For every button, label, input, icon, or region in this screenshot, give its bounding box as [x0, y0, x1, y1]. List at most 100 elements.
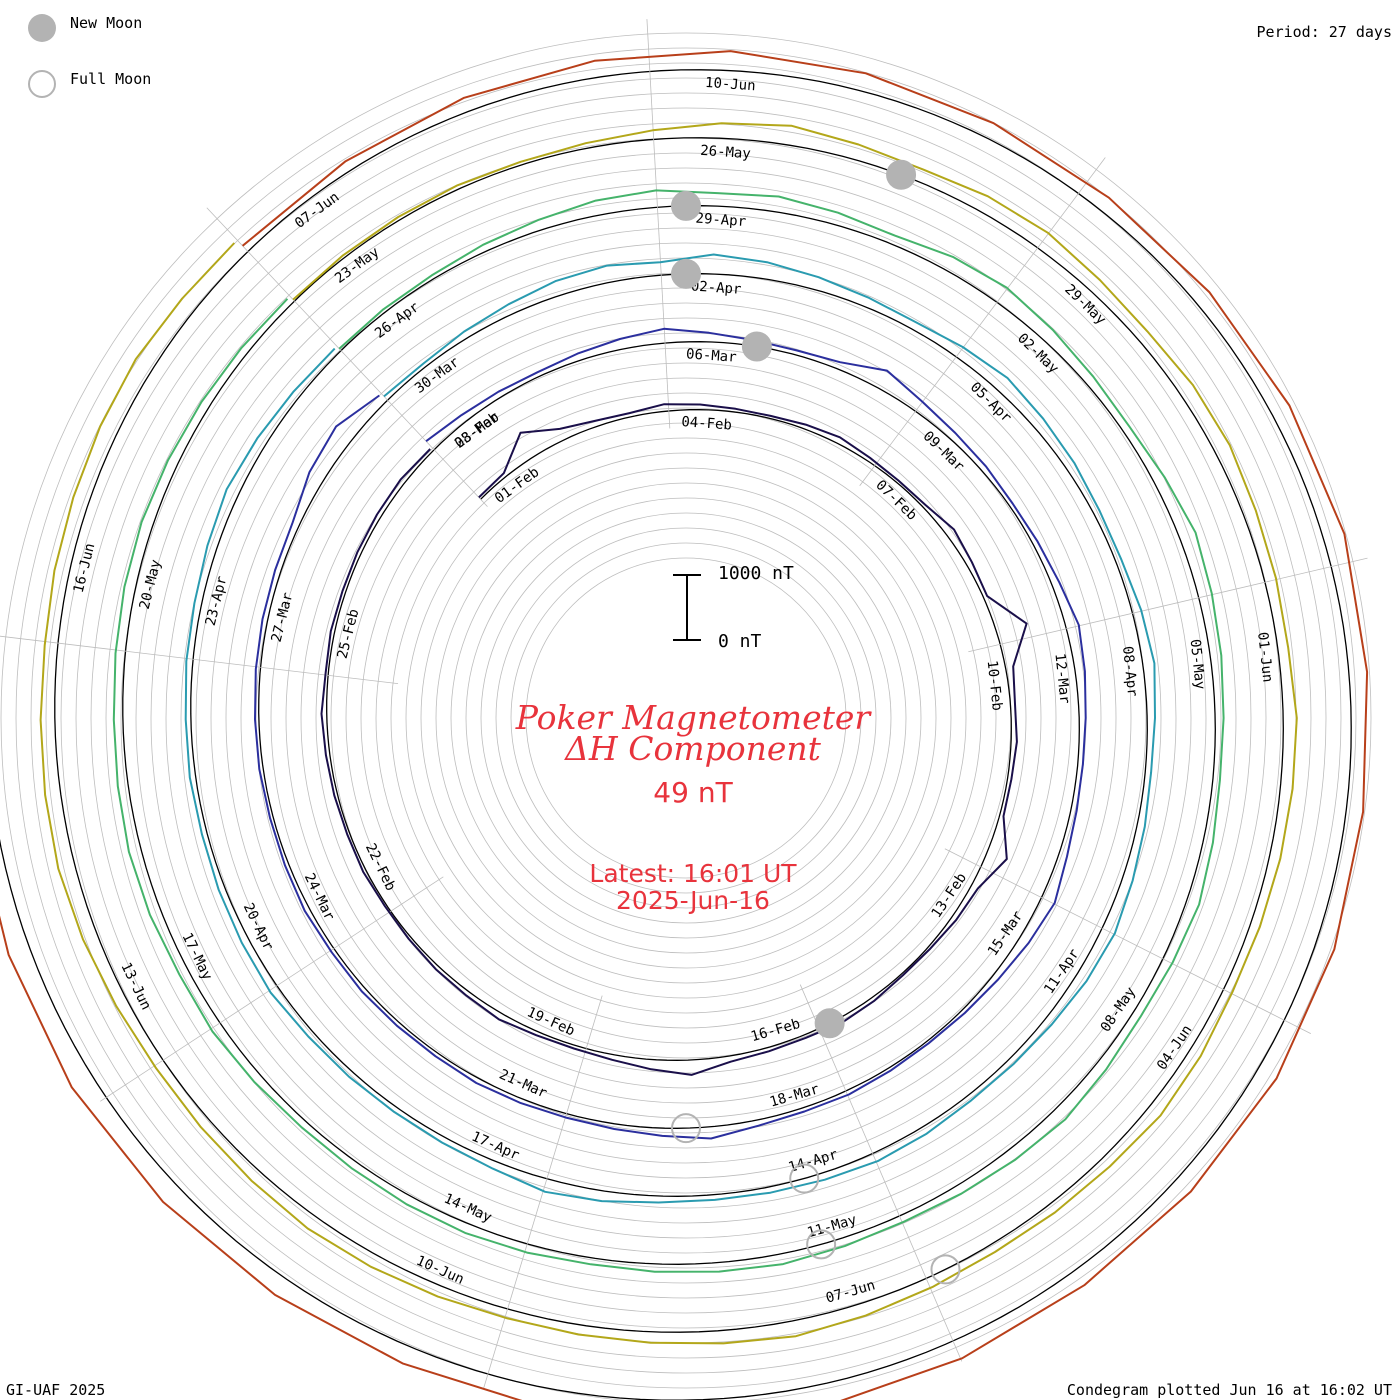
- grid-ring: [480, 512, 892, 924]
- date-tick-label: 13-Jun: [117, 960, 154, 1012]
- grid-ring: [195, 227, 1177, 1209]
- baseline-spiral: [0, 69, 1352, 1400]
- date-tick-label: 30-Mar: [412, 354, 462, 397]
- date-tick-label: 06-Mar: [686, 346, 738, 365]
- grid-ring: [345, 377, 1027, 1059]
- date-tick-label: 11-Apr: [1041, 946, 1083, 997]
- date-tick-label: 15-Mar: [985, 908, 1027, 959]
- latest-date: 2025-Jun-16: [616, 886, 770, 915]
- full-moon-label: Full Moon: [70, 70, 152, 88]
- date-tick-label: 29-Apr: [695, 211, 747, 230]
- grid-ring: [525, 557, 847, 879]
- date-tick-label: 23-May: [332, 244, 382, 287]
- date-tick-label: 04-Feb: [681, 414, 733, 433]
- grid-ring: [420, 452, 952, 984]
- new-moon-marker: [886, 159, 917, 190]
- grid-ring: [30, 62, 1342, 1374]
- data-series: [0, 50, 1369, 1400]
- grid-ring: [135, 167, 1237, 1269]
- radial-spoke: [859, 157, 1106, 487]
- date-tick-label: 01-Jun: [1254, 631, 1275, 683]
- chart-subtitle: ΔH Component: [565, 729, 821, 768]
- radial-spoke: [0, 635, 399, 685]
- date-tick-label: 07-Jun: [292, 189, 342, 232]
- date-tick-label: 17-May: [179, 930, 216, 982]
- series-line: [112, 189, 1225, 1273]
- grid-ring: [375, 407, 997, 1029]
- series-line: [320, 403, 1028, 1076]
- moon-markers: [671, 159, 961, 1285]
- scale-bar: [673, 574, 701, 641]
- grid-ring: [270, 302, 1102, 1134]
- grid-ring: [90, 122, 1282, 1314]
- full-moon-marker: [806, 1229, 837, 1260]
- grid-ring: [405, 437, 967, 999]
- radial-spoke: [646, 19, 671, 429]
- series-line: [39, 122, 1298, 1345]
- date-tick-label: 10-Jun: [705, 75, 757, 94]
- grid-ring: [210, 242, 1162, 1194]
- grid-ring: [330, 362, 1042, 1074]
- scale-bottom-label: 0 nT: [718, 631, 762, 652]
- radial-spoke: [944, 848, 1311, 1034]
- grid-ring: [45, 77, 1327, 1359]
- radial-spoke: [799, 984, 963, 1362]
- new-moon-marker: [814, 1008, 845, 1039]
- full-moon-marker: [930, 1254, 961, 1285]
- date-tick-label: 08-Apr: [1119, 645, 1140, 697]
- grid-ring: [465, 497, 907, 939]
- date-tick-label: 02-Apr: [690, 278, 742, 297]
- full-moon-icon: [28, 70, 56, 98]
- grid-ring: [120, 152, 1252, 1284]
- date-tick-label: 26-Apr: [372, 299, 422, 342]
- new-moon-label: New Moon: [70, 14, 143, 32]
- scale-top-label: 1000 nT: [718, 563, 794, 584]
- date-tick-label: 10-Jun: [414, 1253, 467, 1288]
- grid-ring: [315, 347, 1057, 1089]
- radial-spoke: [100, 876, 444, 1102]
- grid-ring: [15, 47, 1357, 1389]
- grid-ring: [435, 467, 937, 969]
- current-value: 49 nT: [653, 776, 733, 809]
- date-tick-label: 16-Feb: [749, 1016, 802, 1045]
- footer-plotted-time: Condegram plotted Jun 16 at 16:02 UT: [1066, 1381, 1392, 1399]
- date-tick-label: 18-Mar: [768, 1081, 821, 1110]
- grid-ring: [495, 527, 877, 909]
- grid-rings: [0, 32, 1372, 1400]
- new-moon-marker: [671, 258, 701, 289]
- full-moon-marker: [789, 1163, 820, 1194]
- series-line: [184, 253, 1156, 1204]
- grid-ring: [0, 32, 1372, 1400]
- date-tick-label: 26-May: [700, 143, 752, 162]
- series-line: [254, 327, 1087, 1140]
- grid-ring: [390, 422, 982, 1014]
- radial-spoke: [206, 207, 488, 507]
- latest-time: Latest: 16:01 UT: [589, 859, 797, 888]
- grid-ring: [300, 332, 1072, 1104]
- period-label: Period: 27 days: [1256, 23, 1392, 41]
- new-moon-icon: [28, 14, 56, 42]
- grid-ring: [510, 542, 862, 894]
- series-line: [0, 50, 1369, 1400]
- date-tick-label: 02-May: [1014, 330, 1061, 377]
- footer-credit: GI-UAF 2025: [6, 1381, 106, 1399]
- date-tick-label: 29-May: [1061, 281, 1108, 328]
- new-moon-marker: [741, 331, 772, 362]
- date-tick-label: 17-Apr: [469, 1129, 522, 1164]
- radial-spokes: [0, 19, 1368, 1389]
- date-tick-label: 09-Mar: [920, 428, 967, 475]
- radial-spoke: [968, 557, 1368, 653]
- grid-ring: [450, 482, 922, 954]
- grid-ring: [150, 182, 1222, 1254]
- date-tick-label: 10-Feb: [984, 660, 1005, 712]
- date-tick-label: 05-May: [1187, 638, 1208, 690]
- date-tick-label: 14-Apr: [787, 1147, 840, 1176]
- date-tick-label: 12-Mar: [1051, 653, 1072, 705]
- new-moon-marker: [671, 190, 701, 221]
- date-tick-label: 07-Jun: [824, 1277, 877, 1306]
- chart-title: Poker Magnetometer: [515, 698, 871, 737]
- date-tick-label: 07-Feb: [872, 477, 919, 524]
- date-tick-label: 14-May: [441, 1191, 494, 1226]
- full-moon-marker: [671, 1113, 701, 1144]
